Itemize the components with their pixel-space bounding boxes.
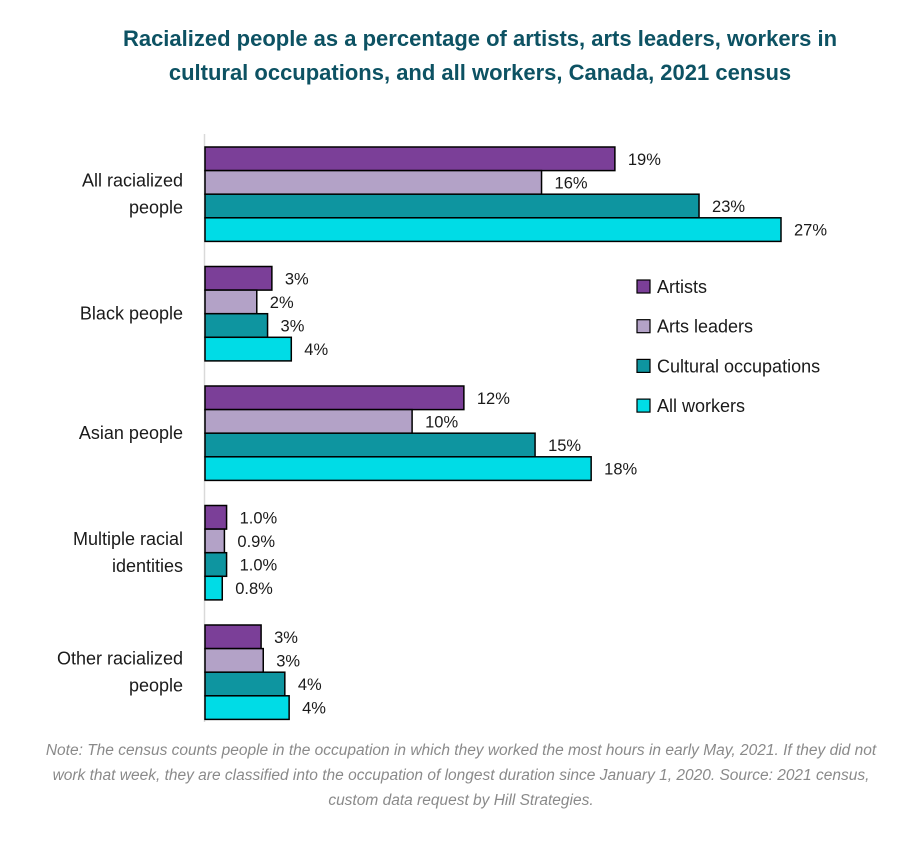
data-label: 15% — [548, 437, 581, 455]
bar — [204, 265, 273, 291]
bar — [204, 146, 616, 172]
category-label: Asian people — [79, 423, 183, 443]
bar — [204, 551, 228, 578]
bar — [204, 336, 293, 362]
chart-title: Racialized people as a percentage of art… — [122, 26, 838, 85]
data-label: 19% — [628, 151, 661, 169]
data-label: 3% — [285, 270, 309, 288]
bar — [204, 217, 782, 243]
data-label: 3% — [274, 629, 298, 647]
legend: Artists Arts leaders Cultural occupations A… — [636, 277, 820, 416]
bar — [204, 671, 286, 697]
value-labels: 19% 16% 23% 27% 3% 2% 3% 4% 12% 10% 15% 18% 1.0% 0.9%… — [235, 151, 827, 718]
bar — [204, 193, 700, 219]
data-label: 3% — [281, 318, 305, 336]
bar — [204, 575, 224, 601]
data-label: 4% — [304, 341, 328, 359]
legend-swatch — [636, 319, 651, 334]
bar — [204, 456, 592, 482]
bars — [204, 146, 782, 721]
category-label: Black people — [80, 304, 183, 324]
data-label: 0.9% — [237, 533, 275, 551]
legend-swatch — [636, 398, 651, 413]
chart-note: Note: The census counts people in the oc… — [45, 742, 877, 809]
bar — [204, 695, 290, 721]
bar — [204, 432, 536, 458]
data-label: 2% — [270, 294, 294, 312]
data-label: 18% — [604, 461, 637, 479]
legend-label: Cultural occupations — [657, 356, 820, 376]
legend-swatch — [636, 358, 651, 373]
category-label: All racialized people — [82, 171, 183, 218]
data-label: 1.0% — [240, 509, 278, 527]
data-label: 4% — [298, 676, 322, 694]
data-label: 4% — [302, 700, 326, 718]
bar — [204, 504, 228, 530]
bar — [204, 647, 264, 673]
bar — [204, 624, 262, 650]
legend-label: All workers — [657, 396, 745, 416]
bar — [204, 528, 226, 554]
bar — [204, 312, 269, 339]
data-label: 3% — [276, 652, 300, 670]
category-label: Multiple racial identities — [73, 529, 183, 576]
legend-swatch — [636, 279, 651, 294]
category-labels: All racialized people Black people Asian pe… — [57, 171, 183, 696]
data-label: 1.0% — [240, 557, 278, 575]
data-label: 23% — [712, 198, 745, 216]
category-label: Other racialized people — [57, 649, 183, 696]
data-label: 27% — [794, 222, 827, 240]
bar — [204, 385, 465, 411]
data-label: 16% — [555, 174, 588, 192]
data-label: 12% — [477, 390, 510, 408]
legend-label: Arts leaders — [657, 317, 753, 337]
data-label: 0.8% — [235, 580, 273, 598]
bar — [204, 408, 413, 434]
bar — [204, 169, 543, 195]
data-label: 10% — [425, 413, 458, 431]
bar — [204, 289, 258, 315]
legend-label: Artists — [657, 277, 707, 297]
